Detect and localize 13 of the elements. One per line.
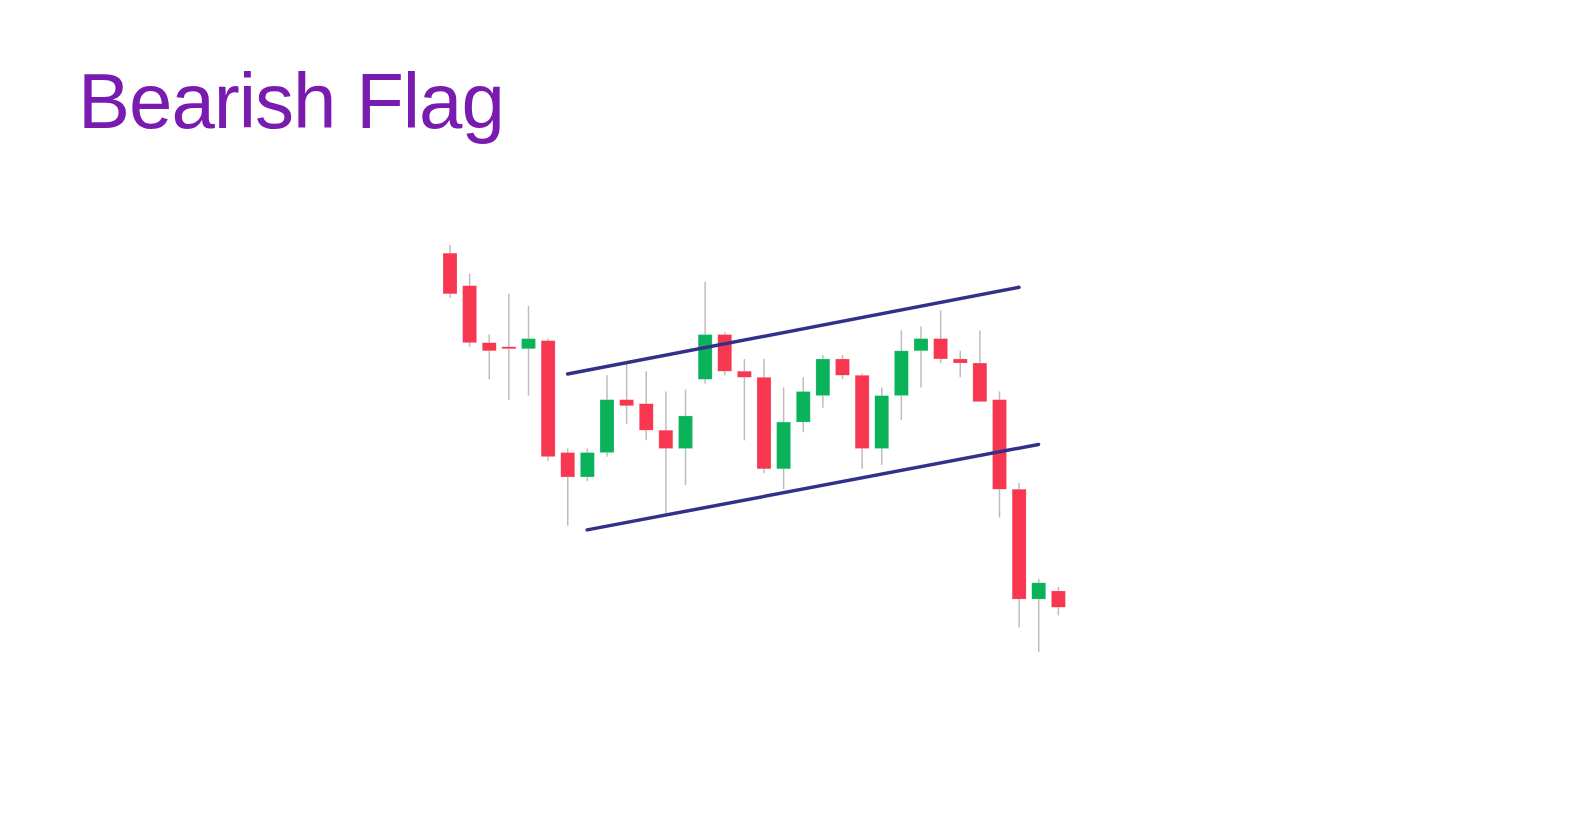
chart-title: Bearish Flag (78, 56, 504, 147)
candlestick (1031, 577, 1046, 652)
candlestick (482, 333, 497, 381)
candlestick (953, 350, 968, 379)
candlestick (913, 325, 929, 389)
candlestick (501, 293, 517, 401)
candlestick (933, 309, 948, 364)
candlestick (835, 354, 850, 381)
candlestick (1051, 586, 1066, 617)
candlestick (658, 390, 674, 515)
candlestick (737, 358, 752, 442)
candlestick (521, 305, 536, 397)
candlestick (619, 362, 634, 425)
